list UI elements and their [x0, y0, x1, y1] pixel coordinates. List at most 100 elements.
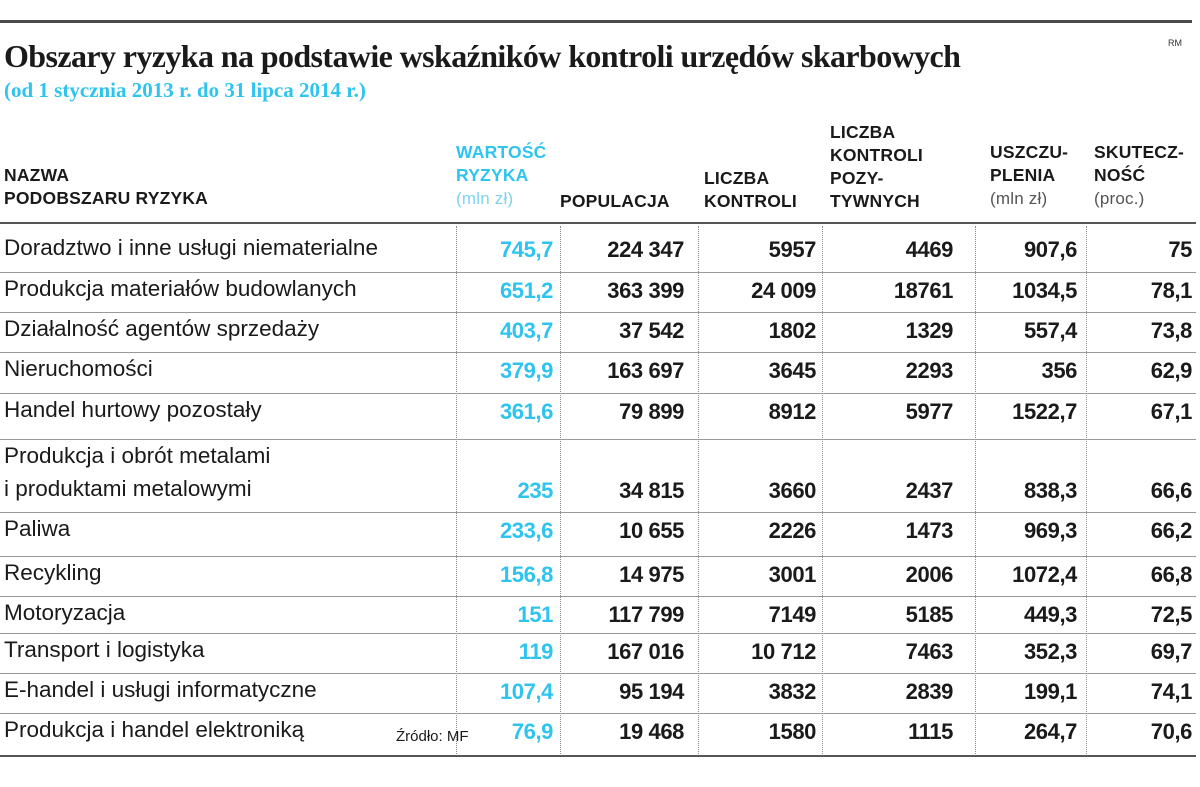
header-col-5-line: USZCZU- [990, 142, 1069, 162]
cell-value-col-3: 7149 [768, 602, 817, 627]
cell-value-col-2: 363 399 [607, 278, 684, 303]
cell-value-col-4: 5185 [905, 602, 954, 627]
cell-value-col-3: 3832 [768, 679, 817, 704]
row-name: Handel hurtowy pozostały [4, 397, 262, 422]
risk-value: 151 [517, 602, 553, 627]
row-separator [0, 673, 1196, 674]
header-col-0-line: NAZWA [4, 165, 70, 185]
cell-value-col-6: 74,1 [1150, 679, 1193, 704]
risk-value: 235 [517, 478, 553, 503]
row-name: Działalność agentów sprzedaży [4, 316, 320, 341]
cell-value-col-2: 224 347 [607, 237, 684, 262]
cell-value-col-2: 117 799 [608, 602, 684, 627]
cell-value-col-2: 79 899 [619, 399, 684, 424]
row-separator [0, 272, 1196, 273]
header-col-2: POPULACJA [560, 190, 670, 213]
cell-value-col-6: 66,8 [1150, 562, 1193, 587]
cell-value-col-5: 264,7 [1023, 719, 1077, 744]
cell-value-col-4: 1473 [905, 518, 954, 543]
cell-value-col-3: 2226 [768, 518, 817, 543]
column-separator-4 [975, 226, 976, 754]
header-col-6: SKUTECZ- NOŚĆ (proc.) [1094, 141, 1184, 210]
cell-value-col-3: 1580 [768, 719, 817, 744]
cell-value-col-4: 1329 [905, 318, 954, 343]
header-col-5-line: PLENIA [990, 165, 1056, 185]
cell-value-col-5: 352,3 [1023, 639, 1077, 664]
cell-value-col-4: 2839 [905, 679, 954, 704]
cell-value-col-6: 78,1 [1150, 278, 1193, 303]
header-col-0-line: PODOBSZARU RYZYKA [4, 188, 209, 208]
risk-value: 361,6 [499, 399, 553, 424]
risk-value: 76,9 [511, 719, 554, 744]
cell-value-col-2: 10 655 [619, 518, 684, 543]
cell-value-col-5: 1034,5 [1012, 278, 1077, 303]
row-separator [0, 596, 1196, 597]
cell-value-col-6: 67,1 [1150, 399, 1193, 424]
cell-value-col-2: 34 815 [619, 478, 684, 503]
cell-value-col-5: 838,3 [1023, 478, 1077, 503]
risk-value: 745,7 [499, 237, 553, 262]
top-rule [0, 20, 1192, 23]
cell-value-col-4: 4469 [905, 237, 954, 262]
column-separator-3 [822, 226, 823, 754]
cell-value-col-4: 1115 [908, 719, 953, 744]
cell-value-col-3: 8912 [768, 399, 817, 424]
corner-mark: RM [1168, 38, 1182, 48]
risk-value: 403,7 [499, 318, 553, 343]
header-col-3-line: KONTROLI [704, 191, 797, 211]
header-col-4-line: LICZBA [830, 122, 896, 142]
cell-value-col-4: 18761 [893, 278, 954, 303]
header-col-4-line: KONTROLI [830, 145, 923, 165]
header-col-6-line: NOŚĆ [1094, 165, 1146, 185]
cell-value-col-6: 66,2 [1150, 518, 1193, 543]
cell-value-col-3: 3001 [768, 562, 817, 587]
risk-value: 107,4 [499, 679, 553, 704]
row-separator [0, 556, 1196, 557]
risk-value: 379,9 [499, 358, 553, 383]
risk-value: 651,2 [499, 278, 553, 303]
header-col-5: USZCZU- PLENIA (mln zł) [990, 141, 1068, 210]
cell-value-col-2: 163 697 [607, 358, 684, 383]
row-name: Motoryzacja [4, 600, 126, 625]
row-separator [0, 352, 1196, 353]
cell-value-col-3: 24 009 [751, 278, 816, 303]
row-separator [0, 393, 1196, 394]
cell-value-col-5: 907,6 [1023, 237, 1077, 262]
cell-value-col-4: 2293 [905, 358, 954, 383]
header-col-6-line: SKUTECZ- [1094, 142, 1185, 162]
header-col-3-line: LICZBA [704, 168, 770, 188]
cell-value-col-5: 1072,4 [1012, 562, 1077, 587]
header-col-0: NAZWA PODOBSZARU RYZYKA [4, 164, 208, 210]
row-name: Recykling [4, 560, 102, 585]
cell-value-col-2: 14 975 [619, 562, 684, 587]
header-col-1: WARTOŚĆ RYZYKA (mln zł) [456, 141, 547, 210]
header-col-3: LICZBA KONTROLI [704, 167, 797, 213]
risk-value: 119 [518, 639, 554, 664]
header-col-1-line: WARTOŚĆ [456, 142, 547, 162]
chart-subtitle: (od 1 stycznia 2013 r. do 31 lipca 2014 … [4, 78, 366, 102]
column-separator-0 [456, 226, 457, 754]
row-name: Doradztwo i inne usługi niematerialne [4, 235, 378, 260]
column-separator-5 [1086, 226, 1087, 754]
cell-value-col-5: 199,1 [1023, 679, 1077, 704]
cell-value-col-2: 167 016 [607, 639, 684, 664]
cell-value-col-6: 66,6 [1150, 478, 1193, 503]
row-separator [0, 512, 1196, 513]
column-separator-2 [698, 226, 699, 754]
cell-value-col-5: 356 [1041, 358, 1077, 383]
cell-value-col-2: 19 468 [619, 719, 684, 744]
cell-value-col-4: 2437 [905, 478, 954, 503]
chart-title: Obszary ryzyka na podstawie wskaźników k… [4, 38, 961, 74]
cell-value-col-6: 62,9 [1150, 358, 1193, 383]
header-col-4-line: TYWNYCH [830, 191, 920, 211]
cell-value-col-3: 3660 [768, 478, 817, 503]
cell-value-col-5: 449,3 [1023, 602, 1077, 627]
row-name: Produkcja materiałów budowlanych [4, 276, 357, 301]
cell-value-col-3: 5957 [768, 237, 817, 262]
row-name: Nieruchomości [4, 356, 153, 381]
header-col-1-line: RYZYKA [456, 165, 529, 185]
cell-value-col-5: 557,4 [1023, 318, 1077, 343]
row-separator [0, 633, 1196, 634]
row-separator [0, 312, 1196, 313]
header-col-4-line: POZY- [830, 168, 884, 188]
